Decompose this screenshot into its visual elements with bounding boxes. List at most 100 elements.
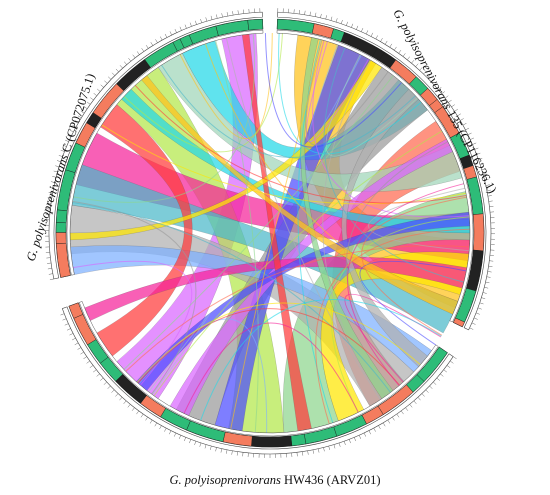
synteny-link: [347, 183, 464, 387]
track-tick: [441, 91, 446, 95]
track-tick: [69, 333, 74, 336]
track-tick: [64, 323, 69, 326]
track-tick: [421, 393, 425, 397]
track-tick: [453, 356, 457, 360]
track-tick: [479, 302, 484, 305]
track-tick: [343, 441, 346, 446]
track-tick: [480, 163, 485, 165]
track-tick: [351, 23, 354, 28]
track-tick: [195, 20, 197, 25]
track-tick: [100, 377, 104, 381]
synteny-link: [312, 40, 470, 218]
synteny-link: [200, 299, 442, 421]
track-tick: [440, 373, 444, 377]
synteny-link: [325, 54, 418, 157]
track-tick: [427, 74, 431, 79]
synteny-link: [322, 59, 382, 400]
track-tick: [346, 21, 348, 26]
track-tick: [174, 28, 177, 33]
track-tick: [384, 40, 388, 45]
track-tick: [141, 48, 145, 52]
track-tick: [221, 13, 223, 18]
track-tick: [169, 31, 172, 36]
synteny-link: [179, 33, 273, 139]
track-tick: [200, 18, 202, 23]
track-tick: [49, 278, 54, 281]
synteny-link: [330, 216, 470, 413]
track-tick: [323, 447, 325, 452]
synteny-link: [161, 64, 416, 158]
track-tick: [74, 342, 79, 346]
track-tick: [353, 437, 356, 442]
track-tick: [47, 262, 52, 264]
track-tick: [127, 404, 131, 408]
track-tick: [462, 123, 467, 126]
synteny-link: [215, 40, 259, 433]
track-tick: [210, 15, 213, 20]
track-tick: [392, 416, 395, 421]
track-tick: [69, 129, 74, 133]
track-tick: [340, 19, 343, 24]
track-tick: [93, 369, 97, 373]
track-tick: [220, 448, 223, 453]
track-tick: [160, 36, 163, 41]
track-tick: [378, 425, 381, 430]
track-tick: [89, 365, 94, 368]
track-tick: [119, 65, 123, 69]
synteny-link: [315, 228, 470, 425]
synteny-link: [153, 130, 443, 397]
contig-segment: [290, 433, 307, 447]
track-tick: [309, 11, 311, 16]
track-tick: [433, 381, 437, 385]
track-tick: [400, 410, 404, 415]
track-tick: [210, 445, 212, 450]
track-tick: [123, 61, 127, 65]
contig-segment: [247, 18, 264, 31]
track-tick: [470, 137, 475, 140]
track-tick: [60, 313, 65, 316]
track-tick: [115, 393, 119, 397]
track-tick: [320, 13, 322, 18]
track-tick: [49, 186, 54, 189]
track-tick: [482, 292, 487, 294]
track-tick: [107, 385, 111, 389]
track-tick: [72, 125, 77, 128]
track-tick: [481, 297, 486, 300]
track-tick: [486, 276, 491, 278]
track-tick: [333, 444, 336, 449]
synteny-ribbons: [69, 33, 471, 434]
track-tick: [111, 72, 116, 76]
track-tick: [236, 451, 238, 456]
track-tick: [184, 437, 187, 442]
synteny-link: [137, 308, 401, 386]
track-tick: [83, 106, 88, 109]
synteny-link: [204, 43, 454, 314]
track-tick: [189, 22, 192, 27]
track-tick: [226, 12, 229, 17]
synteny-link: [297, 39, 334, 424]
track-tick: [483, 173, 488, 176]
track-tick: [86, 101, 91, 105]
contig-segment: [251, 435, 293, 448]
track-tick: [47, 197, 52, 199]
track-tick: [387, 419, 391, 424]
track-tick: [457, 113, 461, 117]
track-tick: [454, 108, 458, 112]
track-tick: [131, 407, 135, 411]
track-tick: [164, 428, 167, 432]
track-tick: [194, 441, 197, 446]
synteny-link: [123, 75, 394, 370]
track-tick: [132, 54, 136, 59]
track-tick: [394, 46, 397, 51]
track-tick: [476, 152, 481, 155]
track-tick: [173, 432, 177, 437]
track-tick: [111, 389, 115, 393]
track-tick: [50, 181, 55, 183]
track-tick: [474, 147, 479, 150]
track-tick: [335, 18, 338, 23]
track-tick: [55, 165, 60, 168]
track-tick: [154, 422, 158, 427]
track-tick: [58, 155, 63, 157]
contig-segment: [55, 222, 67, 233]
